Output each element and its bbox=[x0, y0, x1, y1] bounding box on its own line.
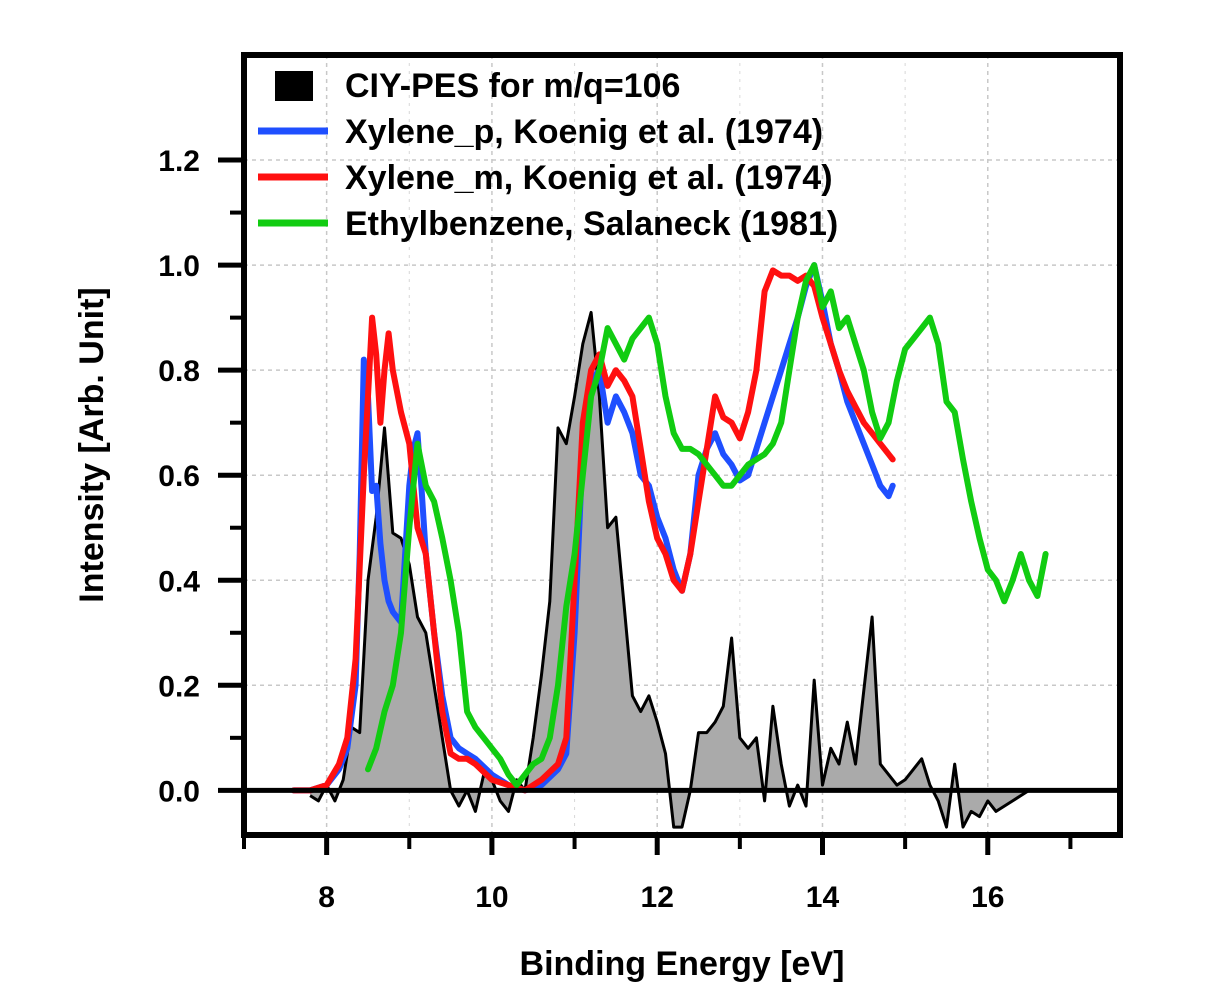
y-tick-label: 0.2 bbox=[158, 670, 200, 703]
legend-swatch-ciy bbox=[275, 71, 313, 101]
series-area-ciy bbox=[310, 312, 1046, 828]
x-tick-label: 10 bbox=[475, 881, 508, 914]
series-line-ciy bbox=[309, 310, 1046, 829]
series-line-m bbox=[290, 267, 896, 794]
plot-frame bbox=[241, 52, 1123, 838]
y-tick-label: 0.4 bbox=[158, 565, 200, 598]
ticks: 8 10 12 14 16 0.0 0.2 0.4 0.6 0.8 1.0 1.2 bbox=[158, 145, 1073, 914]
x-tick-label: 12 bbox=[641, 881, 674, 914]
y-tick-label: 0.8 bbox=[158, 355, 200, 388]
legend: CIY-PES for m/q=106 Xylene_p, Koenig et … bbox=[258, 67, 838, 243]
y-tick-label: 1.0 bbox=[158, 250, 200, 283]
y-tick-label: 0.6 bbox=[158, 460, 200, 493]
x-tick-label: 14 bbox=[806, 881, 840, 914]
x-tick-label: 16 bbox=[971, 881, 1004, 914]
legend-label-ciy: CIY-PES for m/q=106 bbox=[345, 67, 680, 105]
legend-label-p: Xylene_p, Koenig et al. (1974) bbox=[345, 113, 823, 151]
series-layer bbox=[290, 262, 1049, 829]
legend-label-eb: Ethylbenzene, Salaneck (1981) bbox=[345, 205, 838, 243]
x-axis-title: Binding Energy [eV] bbox=[520, 945, 845, 983]
legend-label-m: Xylene_m, Koenig et al. (1974) bbox=[345, 159, 833, 197]
y-tick-label: 0.0 bbox=[158, 775, 200, 808]
x-tick-label: 8 bbox=[318, 881, 335, 914]
y-axis-title: Intensity [Arb. Unit] bbox=[73, 287, 111, 602]
series-line-eb bbox=[365, 262, 1049, 789]
y-tick-label: 1.2 bbox=[158, 145, 200, 178]
